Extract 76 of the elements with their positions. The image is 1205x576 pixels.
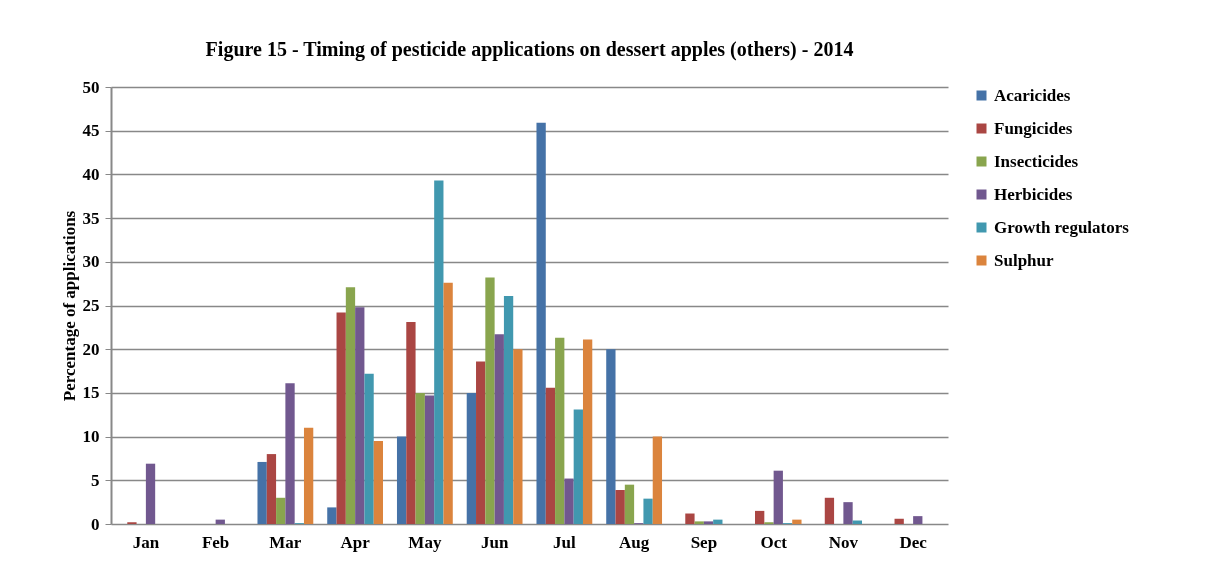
bar: [564, 478, 574, 524]
bar: [443, 282, 453, 524]
bar: [355, 307, 365, 524]
y-tick-label: 30: [82, 252, 100, 272]
bar: [755, 510, 765, 524]
y-tick-label: 5: [91, 470, 100, 490]
bar: [573, 409, 583, 524]
chart-title: Figure 15 - Timing of pesticide applications on dessert apples (others) - 2014: [205, 38, 854, 61]
y-tick-label: 20: [82, 339, 100, 359]
bar: [415, 392, 425, 524]
bar: [373, 440, 384, 524]
bar: [336, 312, 346, 524]
bar: [843, 502, 853, 524]
x-tick-label: Jan: [132, 532, 160, 552]
y-tick-label: 45: [82, 121, 100, 141]
y-axis-title: Percentage of applications: [59, 210, 79, 402]
bar: [894, 518, 904, 524]
bar: [266, 454, 277, 524]
x-tick-label: Mar: [269, 532, 302, 552]
bar: [494, 334, 504, 524]
x-tick-label: Dec: [899, 532, 928, 552]
bar: [485, 277, 495, 524]
bar: [913, 516, 923, 524]
bar: [685, 513, 695, 524]
bar: [615, 489, 625, 524]
bar: [792, 519, 802, 524]
x-tick-label: Oct: [760, 532, 788, 552]
x-tick-label: Feb: [201, 532, 230, 552]
bar: [503, 295, 514, 524]
x-tick-label: Nov: [828, 532, 859, 552]
bar: [476, 361, 486, 524]
x-tick-label: Aug: [619, 532, 650, 552]
legend-label: Fungicides: [994, 118, 1073, 138]
y-tick-label: 50: [82, 77, 100, 97]
bar: [406, 322, 416, 524]
legend-label: Growth regulators: [994, 217, 1130, 237]
bar: [773, 470, 783, 524]
y-tick-label: 0: [91, 514, 100, 534]
bar: [606, 349, 616, 524]
bar: [345, 287, 356, 524]
bar: [466, 392, 477, 524]
bar: [536, 122, 546, 524]
bar: [303, 427, 314, 524]
bar: [545, 387, 556, 524]
bar: [824, 497, 835, 524]
bar: [424, 395, 435, 524]
bar: [513, 349, 523, 524]
bar: [582, 339, 593, 524]
legend-label: Herbicides: [994, 184, 1073, 204]
bar: [643, 498, 653, 524]
x-tick-label: Jun: [480, 532, 509, 552]
y-tick-label: 10: [82, 427, 100, 447]
x-tick-label: Jul: [553, 532, 576, 552]
x-tick-label: May: [408, 532, 442, 552]
x-tick-label: Sep: [690, 532, 718, 552]
bar: [276, 497, 286, 524]
legend-label: Acaricides: [994, 85, 1071, 105]
legend-label: Sulphur: [994, 250, 1054, 270]
bar: [694, 521, 704, 524]
y-tick-label: 35: [82, 208, 100, 228]
bar: [145, 463, 156, 524]
y-tick-label: 15: [82, 383, 100, 403]
bar: [652, 436, 663, 524]
bar: [703, 521, 714, 524]
bar: [257, 461, 267, 524]
x-tick-label: Apr: [340, 532, 371, 552]
bar: [396, 436, 407, 524]
legend-label: Insecticides: [994, 151, 1079, 171]
bar: [364, 373, 374, 524]
y-tick-label: 40: [82, 164, 100, 184]
bar: [434, 180, 444, 524]
y-tick-label: 25: [82, 296, 100, 315]
bar: [285, 383, 295, 524]
bar: [624, 484, 635, 524]
bar: [555, 337, 565, 524]
bar: [327, 507, 337, 524]
